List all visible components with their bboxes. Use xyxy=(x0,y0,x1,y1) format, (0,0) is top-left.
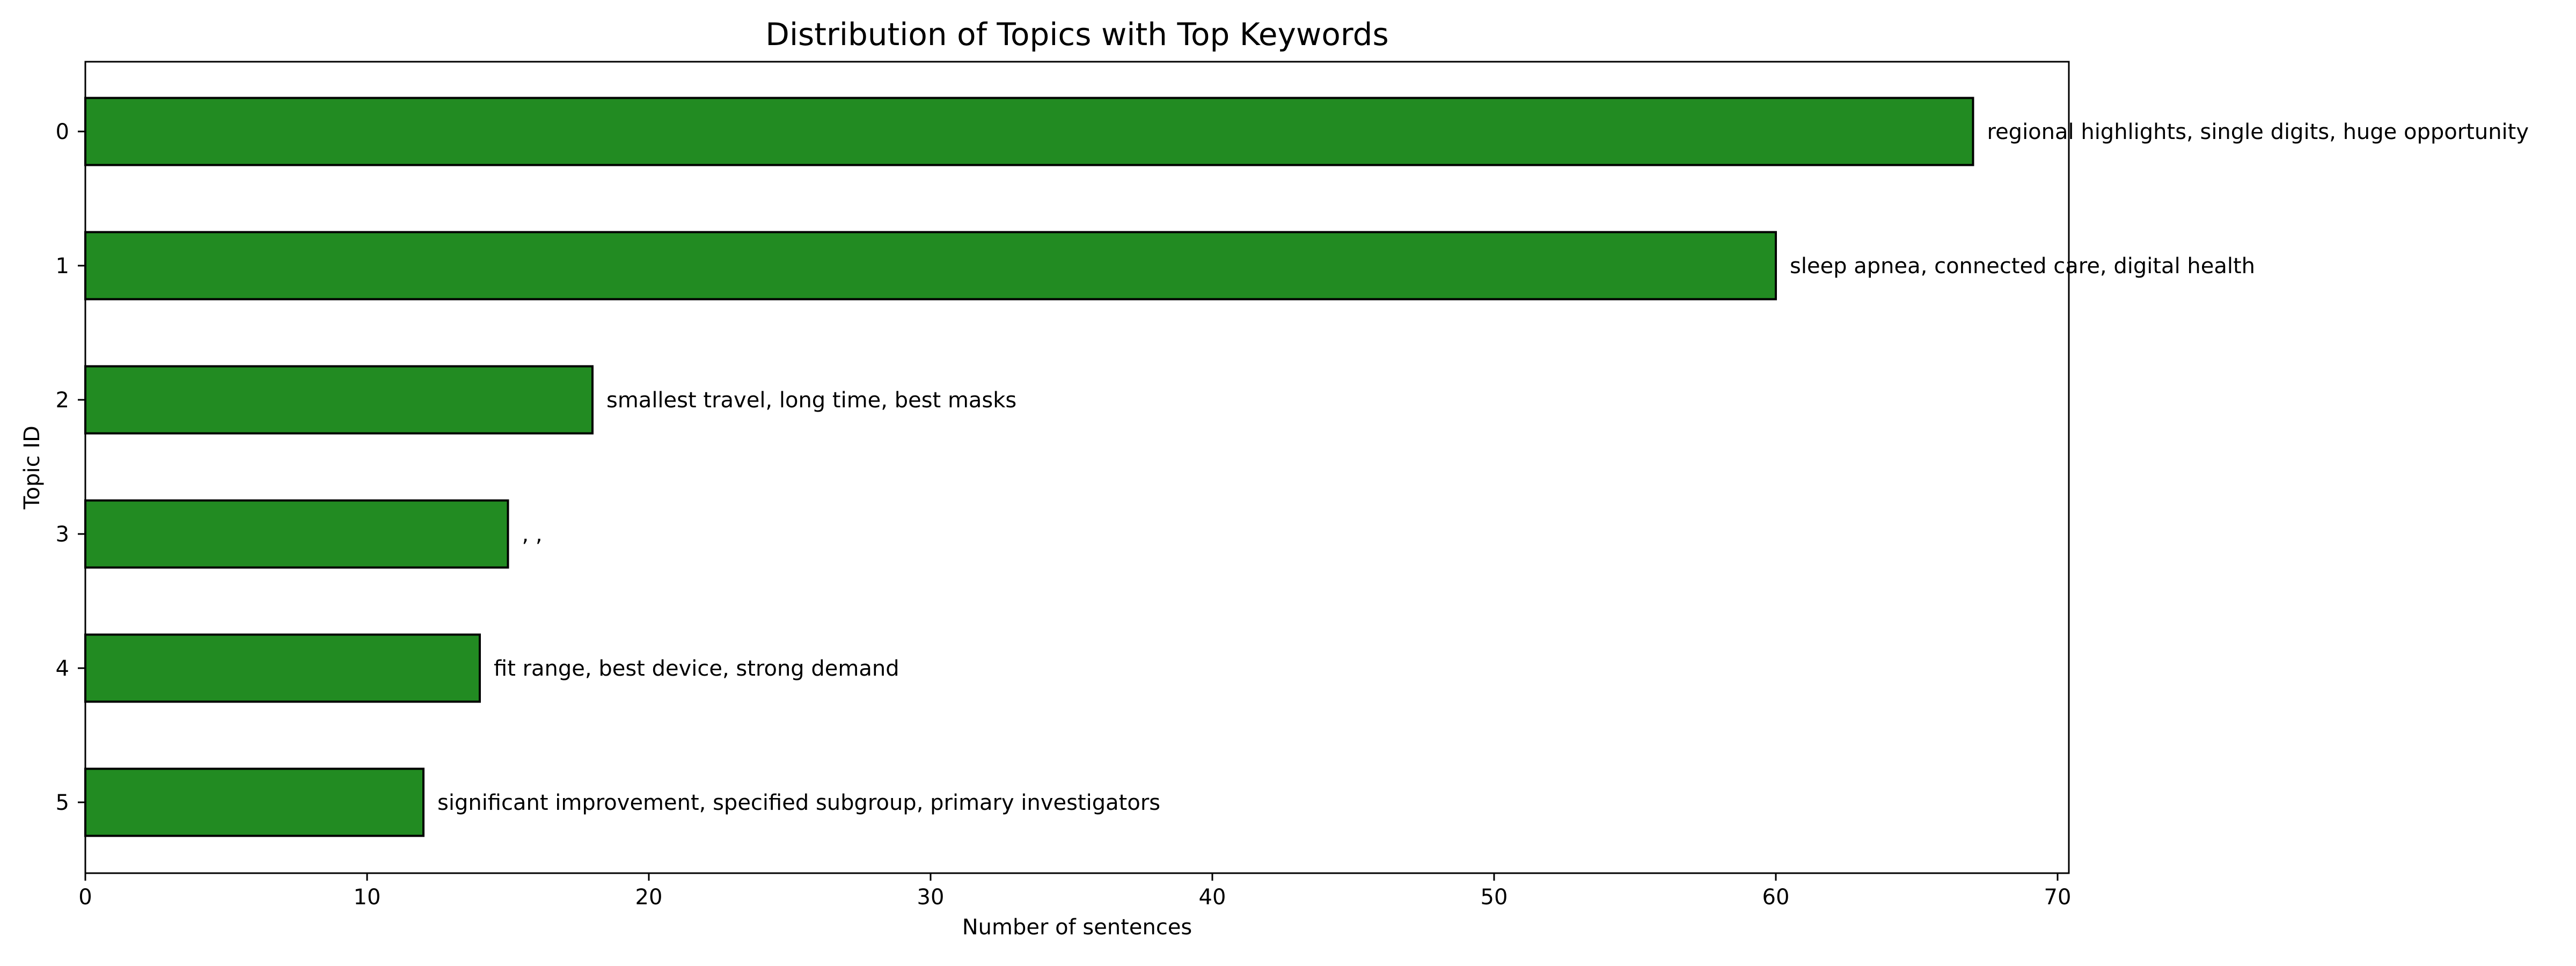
x-tick-label: 10 xyxy=(354,885,381,910)
bar-label-topic-2: smallest travel, long time, best masks xyxy=(606,388,1016,413)
y-tick-label: 1 xyxy=(56,254,69,279)
y-tick-label: 3 xyxy=(56,522,69,547)
bar-topic-5 xyxy=(84,767,425,837)
x-tick-label: 0 xyxy=(78,885,92,910)
bar-label-topic-1: sleep apnea, connected care, digital hea… xyxy=(1790,254,2255,279)
bars-layer xyxy=(84,97,1974,837)
x-tick-label: 50 xyxy=(1481,885,1508,910)
y-tick-label: 4 xyxy=(56,656,69,681)
bar-labels-layer: regional highlights, single digits, huge… xyxy=(437,120,2529,815)
bar-topic-3 xyxy=(84,499,509,569)
plot-frame xyxy=(84,61,2070,874)
y-tick-label: 5 xyxy=(56,791,69,815)
x-tick-label: 70 xyxy=(2044,885,2072,910)
bar-topic-1 xyxy=(84,231,1777,301)
bar-topic-2 xyxy=(84,365,594,435)
x-tick-label: 30 xyxy=(917,885,945,910)
chart-title: Distribution of Topics with Top Keywords xyxy=(765,16,1388,53)
bar-label-topic-4: fit range, best device, strong demand xyxy=(494,656,899,681)
y-axis-ticks: 0 1 2 3 4 5 xyxy=(56,120,85,815)
y-axis-label: Topic ID xyxy=(20,426,45,510)
x-tick-label: 40 xyxy=(1199,885,1226,910)
y-tick-label: 2 xyxy=(56,388,69,413)
bar-topic-0 xyxy=(84,97,1974,166)
x-tick-label: 20 xyxy=(635,885,663,910)
bar-topic-4 xyxy=(84,633,481,703)
bar-label-topic-0: regional highlights, single digits, huge… xyxy=(1987,120,2529,144)
bar-label-topic-3: , , xyxy=(522,522,543,547)
y-tick-label: 0 xyxy=(56,120,69,144)
x-tick-label: 60 xyxy=(1762,885,1790,910)
x-axis-ticks: 0 10 20 30 40 50 60 70 xyxy=(78,873,2071,910)
x-axis-label: Number of sentences xyxy=(962,915,1192,940)
bar-label-topic-5: significant improvement, specified subgr… xyxy=(437,791,1160,815)
